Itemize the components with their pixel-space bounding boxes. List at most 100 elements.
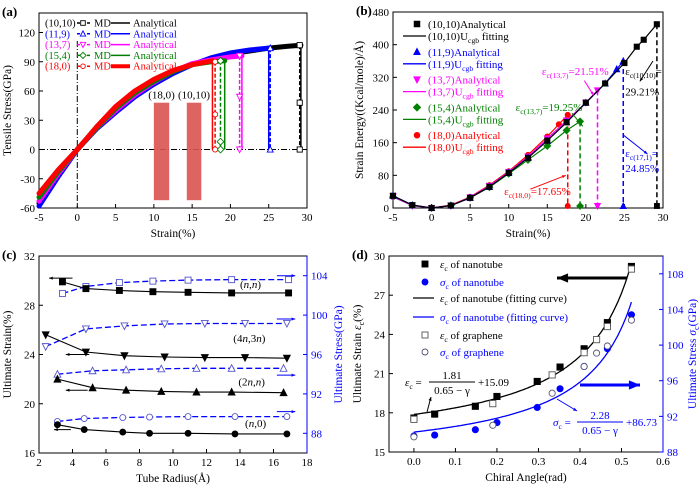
panel-label: (d)	[352, 247, 368, 262]
energy-curve-group	[389, 21, 660, 212]
data-point-triangle-down	[160, 353, 169, 362]
legend-md-label: MD	[94, 19, 111, 30]
data-point-triangle-up	[227, 363, 236, 372]
data-point-circle	[119, 428, 127, 436]
legend-item: (13,7) MD Analytical	[45, 40, 177, 51]
text-segment: (11,9)Analytical	[428, 47, 500, 59]
text-segment: ε	[440, 330, 445, 342]
text-segment: (13,7)Analytical	[428, 75, 500, 87]
panel-label: (a)	[2, 4, 17, 19]
text-segment: of graphene	[449, 347, 504, 359]
data-point-circle	[80, 426, 88, 434]
legend-line-label: (10,10)Ucgb fitting	[428, 31, 509, 45]
data-point-circle	[564, 111, 571, 118]
critical-strain-annotation: εc(13,7)=21.51%	[542, 66, 609, 80]
data-point-triangle-down	[413, 76, 421, 84]
x-tick-label: 0	[75, 212, 81, 224]
text-segment: (18,0)U	[428, 142, 463, 154]
data-point-square	[184, 276, 192, 284]
legend-line-label: (13,7)Ucgb fitting	[428, 87, 504, 101]
x-tick-label: 2	[36, 457, 42, 469]
x-tick-label: 10	[503, 212, 515, 224]
y-axis-title: Strain Energy((Kcal/mole)/Å)	[352, 41, 366, 179]
text-segment: (%)	[352, 304, 364, 321]
panel-c: (c)2 4 6 8 10 12 14 16 181620242832889296100104U…	[2, 247, 345, 485]
data-point-circle	[471, 426, 479, 434]
text-segment: σ	[687, 329, 699, 336]
x-tick-label: 0	[429, 212, 435, 224]
text-segment: c	[445, 282, 449, 291]
text-segment: c	[444, 335, 448, 344]
data-point-circle	[564, 203, 571, 209]
scatter-series	[410, 316, 635, 441]
x-tick-label: 20	[225, 212, 237, 224]
legend-tube-label: (10,10)	[45, 19, 76, 30]
data-point-circle	[580, 362, 588, 371]
x-tick-label: 15	[187, 212, 199, 224]
chirality-series: (2n,n)	[53, 363, 288, 397]
data-point-triangle-down	[593, 203, 602, 211]
text-segment: c	[692, 326, 700, 330]
y-tick-label: 400	[373, 40, 390, 52]
x-tick-label: 6	[103, 457, 109, 469]
data-point-triangle-up	[157, 364, 166, 373]
arrow-head	[579, 122, 583, 127]
y2-tick-label: 100	[667, 340, 684, 352]
text-segment: (	[245, 418, 249, 430]
legend-md-label: MD	[94, 29, 111, 40]
text-segment: of nanotube (fitting curve)	[448, 293, 567, 305]
data-point-square	[593, 336, 601, 344]
y-axis-title: Ultimate Strain εc(%)	[352, 304, 366, 403]
legend-label: εc of nanotube (fitting curve)	[440, 293, 567, 307]
critical-strain-annotation: εc(13,7)=19.25%	[516, 102, 583, 116]
x-axis-title: Chiral Angle(rad)	[485, 472, 567, 484]
chirality-label: (4n,3n)	[233, 333, 265, 345]
y2-tick-label: 96	[667, 376, 679, 388]
panel-a: (a) -5 0 5 10 15 20 25 30 -60 -30 0 30 60 90 120 Strain(…	[2, 4, 313, 240]
bar-label: (10,10)	[178, 90, 210, 102]
formula-arrow	[556, 398, 578, 412]
data-point-square	[486, 183, 493, 190]
arrow-head	[65, 352, 70, 357]
legend-marker-label: (18,0)Analytical	[428, 130, 500, 142]
y2-tick-label: 104	[667, 304, 684, 316]
text-segment: ,	[253, 376, 256, 388]
scatter-series	[410, 265, 635, 423]
data-point-square	[524, 154, 532, 161]
x-tick-label: 25	[619, 212, 631, 224]
y2-tick-label: 88	[667, 447, 679, 459]
text-segment: (10,10)U	[428, 31, 468, 43]
energy-series	[564, 126, 571, 209]
text-segment: Strain Energy((Kcal/mole)/Å)	[352, 41, 366, 179]
data-point-square	[556, 363, 564, 371]
y-tick-label: 20	[24, 399, 36, 411]
data-point-triangle-up	[121, 365, 131, 374]
legend-item: εc of nanotube (fitting curve)	[413, 293, 567, 307]
text-segment: ,3	[248, 333, 257, 345]
x-tick-label: 14	[235, 457, 247, 469]
data-point-square	[410, 415, 418, 423]
legend-item: (10,10) MD Analytical	[45, 19, 177, 30]
critical-strain-annotation: εc(17,1)=	[625, 148, 658, 162]
legend-tube-label: (15,4)	[45, 51, 71, 62]
x-tick-label: 25	[263, 212, 275, 224]
legend-item: (13,7)Analytical(13,7)Ucgb fitting	[403, 75, 504, 101]
text-segment: =	[656, 66, 662, 78]
text-segment: Strain(%)	[506, 228, 551, 240]
text-segment: σ	[440, 277, 446, 289]
legend-item: (18,0)Analytical(18,0)Ucgb fitting	[403, 130, 504, 156]
text-segment: (13,7)U	[428, 87, 463, 99]
text-segment: Tube Radius(Å)	[136, 471, 210, 485]
text-segment: (4	[233, 333, 243, 345]
formula-numerator: 2.28	[590, 410, 610, 422]
legend-analytical-label: Analytical	[133, 19, 177, 30]
x-tick-label: 10	[168, 457, 180, 469]
data-point-square	[627, 265, 635, 273]
arrow-head	[291, 373, 296, 377]
data-point-square	[149, 277, 157, 285]
data-point-triangle-up	[79, 29, 87, 37]
arrow-head	[557, 273, 569, 283]
data-point-square	[428, 204, 435, 212]
y2-tick-label: 88	[311, 428, 323, 440]
